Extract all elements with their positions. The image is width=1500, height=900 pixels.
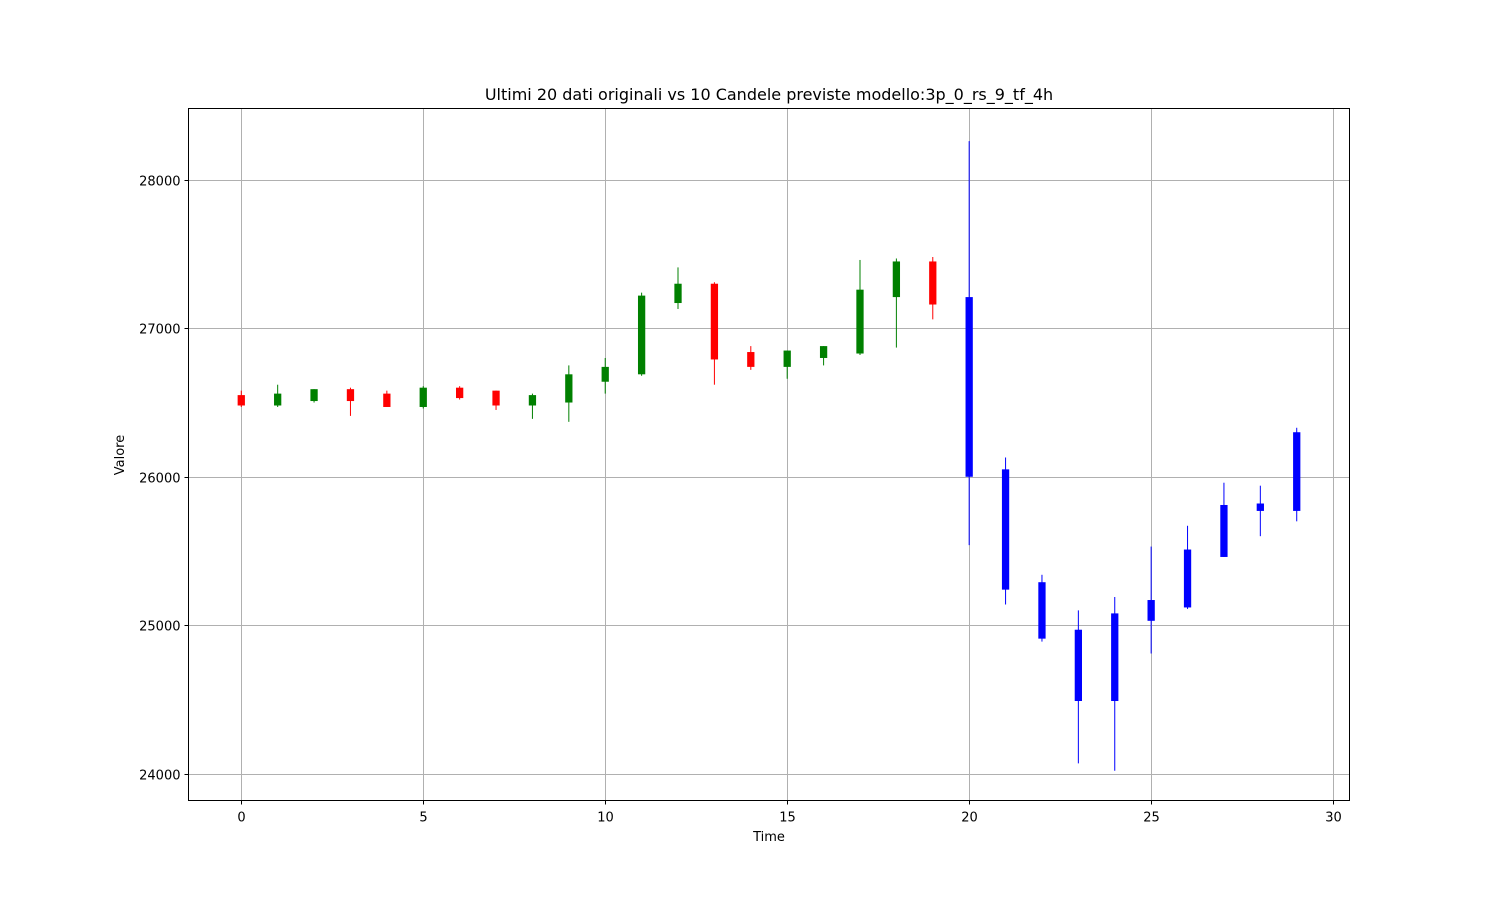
- candle: [1111, 597, 1119, 771]
- candles: [237, 141, 1301, 771]
- candle-body: [783, 350, 791, 367]
- candle: [929, 256, 937, 320]
- candle: [819, 346, 828, 366]
- candle-body: [1256, 503, 1264, 511]
- candle: [1256, 485, 1264, 537]
- candle-body: [528, 395, 537, 406]
- x-tick-label: 30: [1325, 811, 1342, 826]
- candle: [856, 259, 864, 356]
- candle: [492, 390, 500, 410]
- x-tick-label: 0: [237, 811, 245, 826]
- candle-body: [856, 289, 864, 354]
- candle: [237, 390, 245, 407]
- candle-body: [1074, 629, 1082, 702]
- y-tick-label: 24000: [139, 769, 180, 784]
- candle: [346, 387, 355, 416]
- candle: [1147, 546, 1155, 654]
- y-tick-label: 27000: [139, 323, 180, 338]
- candle: [601, 357, 609, 394]
- candle-body: [674, 283, 682, 304]
- candle-body: [1111, 613, 1119, 702]
- candle: [710, 282, 719, 385]
- candle-body: [1147, 600, 1155, 621]
- candle: [1183, 525, 1192, 609]
- y-axis-ticks: 24000 25000 26000 27000 28000: [139, 175, 189, 784]
- candle-body: [965, 297, 973, 477]
- candle-body: [747, 352, 755, 367]
- candle: [674, 267, 682, 309]
- candle-body: [710, 283, 719, 360]
- candle-body: [637, 295, 646, 375]
- candle-body: [1183, 549, 1192, 608]
- y-tick-label: 28000: [139, 175, 180, 190]
- x-tick-label: 5: [419, 811, 427, 826]
- plot-frame: [188, 108, 1350, 801]
- candle: [747, 346, 755, 370]
- candle: [637, 292, 646, 376]
- candle: [1293, 427, 1301, 522]
- candle: [1001, 457, 1010, 605]
- x-tick-label: 25: [1143, 811, 1160, 826]
- x-axis-label: Time: [752, 830, 785, 845]
- x-tick-label: 15: [779, 811, 796, 826]
- y-tick-label: 25000: [139, 620, 180, 635]
- candle-body: [274, 393, 282, 406]
- x-axis-ticks: 0 5 10 15 20 25 30: [237, 800, 1342, 826]
- candle: [783, 350, 791, 379]
- candle: [565, 365, 573, 422]
- candle-body: [1038, 582, 1046, 639]
- candle: [419, 386, 427, 409]
- candle: [528, 393, 537, 419]
- candle-body: [565, 374, 573, 403]
- candle: [965, 141, 973, 546]
- candle-body: [419, 387, 427, 407]
- candle-body: [383, 393, 391, 407]
- x-tick-label: 10: [597, 811, 614, 826]
- candle-body: [310, 389, 318, 402]
- candle-body: [237, 395, 245, 406]
- x-tick-label: 20: [961, 811, 978, 826]
- candle: [456, 386, 464, 400]
- y-tick-label: 26000: [139, 472, 180, 487]
- candle-body: [1220, 504, 1228, 557]
- y-axis-label: Valore: [113, 435, 128, 475]
- candle: [1038, 574, 1046, 642]
- candle: [383, 390, 391, 407]
- candle-body: [346, 389, 355, 402]
- candle-body: [892, 261, 901, 298]
- candle-body: [601, 366, 609, 382]
- candle: [310, 389, 318, 403]
- candle-body: [492, 390, 500, 406]
- candle: [274, 384, 282, 407]
- candle: [892, 258, 901, 348]
- candle-body: [1293, 432, 1301, 511]
- candle: [1074, 610, 1082, 764]
- candle-body: [1001, 469, 1010, 590]
- candle-body: [819, 346, 828, 358]
- candle: [1220, 482, 1228, 557]
- candle-body: [456, 387, 464, 399]
- candle-body: [929, 261, 937, 305]
- chart-title: Ultimi 20 dati originali vs 10 Candele p…: [485, 85, 1053, 105]
